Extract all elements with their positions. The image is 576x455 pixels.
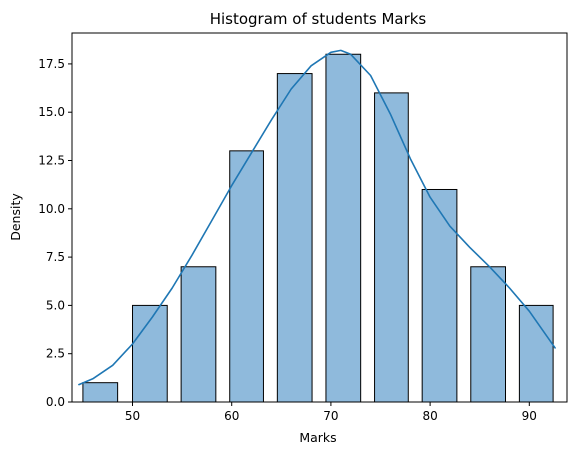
histogram-bar-0	[82, 382, 119, 403]
x-axis-label: Marks	[299, 430, 336, 445]
y-tick-label: 0.0	[46, 395, 65, 409]
histogram-bar-2	[180, 266, 217, 403]
histogram-bar-8	[470, 266, 506, 403]
kde-group	[78, 49, 556, 386]
x-axis-ticks: 50 60 70 80 90	[125, 402, 537, 423]
x-tick-label: 70	[323, 409, 338, 423]
x-tick-label: 80	[422, 409, 437, 423]
y-axis-ticks: 0.0 2.5 5.0 7.5 10.0 12.5 15.0 17.5	[38, 57, 72, 409]
y-tick-label: 12.5	[38, 154, 65, 168]
y-tick-label: 2.5	[46, 347, 65, 361]
x-tick-label: 50	[125, 409, 140, 423]
y-tick-label: 15.0	[38, 105, 65, 119]
plot-frame	[71, 32, 568, 403]
y-tick-label: 5.0	[46, 298, 65, 312]
bars-group	[82, 53, 554, 403]
x-tick-label: 60	[224, 409, 239, 423]
chart-title: Histogram of students Marks	[210, 10, 427, 28]
y-axis-label: Density	[8, 193, 23, 241]
x-tick-label: 90	[522, 409, 537, 423]
kde-line	[78, 49, 556, 386]
y-tick-label: 17.5	[38, 57, 65, 71]
histogram-bar-7	[421, 188, 458, 403]
y-tick-label: 7.5	[46, 250, 65, 264]
histogram-bar-3	[229, 150, 264, 403]
histogram-bar-6	[374, 92, 409, 403]
y-tick-label: 10.0	[38, 202, 65, 216]
histogram-bar-4	[276, 73, 313, 403]
histogram-bar-5	[325, 53, 362, 403]
